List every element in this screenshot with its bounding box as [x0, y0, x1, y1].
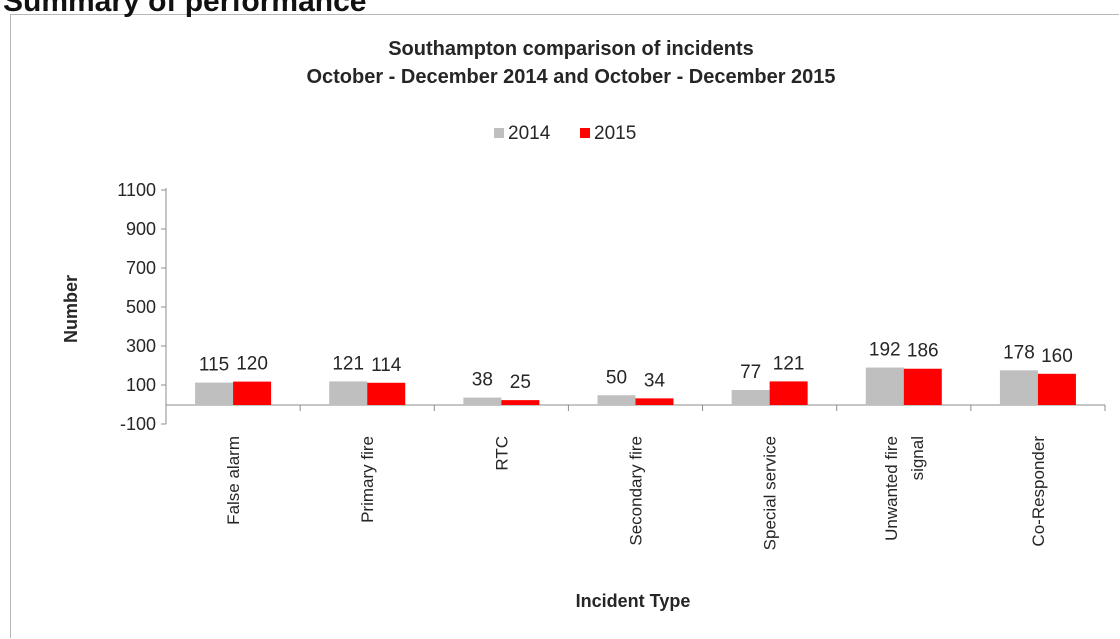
- data-label-2014-6: 178: [1003, 342, 1035, 363]
- data-label-2014-1: 121: [332, 353, 364, 374]
- data-label-2015-0: 120: [236, 354, 268, 375]
- category-label-6: Co-Responder: [1029, 436, 1048, 547]
- bar-2015-1: [367, 382, 406, 405]
- y-tick-label: 700: [126, 258, 156, 278]
- y-tick-label: 1100: [117, 180, 156, 200]
- x-axis-title: Incident Type: [576, 591, 691, 611]
- data-label-2015-4: 121: [773, 353, 805, 374]
- data-label-2014-2: 38: [472, 370, 493, 391]
- y-tick-label: 500: [126, 297, 156, 317]
- data-label-2015-1: 114: [371, 355, 402, 376]
- category-label-5: Unwanted fire: [882, 436, 901, 541]
- data-label-2015-2: 25: [510, 372, 531, 393]
- chart-title-line: Southampton comparison of incidents: [388, 38, 754, 60]
- y-tick-label: 100: [126, 375, 156, 395]
- data-label-2014-4: 77: [740, 362, 761, 383]
- bar-2014-5: [865, 367, 904, 405]
- data-label-2014-0: 115: [199, 355, 229, 376]
- category-label-0: False alarm: [224, 436, 243, 525]
- chart-bars: [195, 367, 1076, 405]
- bar-2015-4: [769, 381, 808, 405]
- legend-label-2014: 2014: [508, 123, 551, 144]
- category-label-4: Special service: [761, 436, 780, 550]
- bar-2014-1: [329, 381, 368, 405]
- data-label-2015-6: 160: [1041, 346, 1073, 367]
- bar-2014-2: [463, 397, 502, 405]
- category-label-1: Primary fire: [358, 436, 377, 523]
- bar-2014-3: [597, 395, 636, 405]
- bar-2015-3: [635, 398, 674, 405]
- data-label-2015-3: 34: [644, 370, 666, 391]
- chart-title: Southampton comparison of incidents Octob…: [306, 38, 835, 88]
- legend-swatch-2015: [580, 128, 590, 138]
- category-label-3: Secondary fire: [627, 436, 646, 546]
- y-tick-label: 900: [126, 219, 156, 239]
- bar-2014-6: [999, 370, 1038, 405]
- legend-label-2015: 2015: [594, 123, 636, 144]
- chart-category-labels: False alarm Primary fire RTC Secondary fire…: [224, 436, 1048, 551]
- category-label-5: signal: [908, 436, 927, 480]
- chart-frame: Summary of performance Southampton compa…: [3, 0, 1119, 638]
- bar-2015-5: [903, 368, 942, 405]
- chart-legend: 2014 2015: [494, 123, 636, 144]
- bar-2014-4: [731, 389, 770, 405]
- y-tick-label: -100: [120, 414, 156, 434]
- legend-swatch-2014: [494, 128, 504, 138]
- data-label-2014-5: 192: [869, 340, 901, 361]
- bar-2014-0: [195, 382, 234, 405]
- data-label-2015-5: 186: [907, 341, 939, 362]
- bar-2015-2: [501, 400, 540, 405]
- category-label-2: RTC: [492, 436, 511, 471]
- data-label-2014-3: 50: [606, 367, 627, 388]
- incident-comparison-chart: Southampton comparison of incidents Octob…: [61, 38, 1106, 611]
- page-heading: Summary of performance: [3, 0, 367, 18]
- bar-2015-0: [233, 381, 272, 405]
- bar-2015-6: [1037, 373, 1076, 405]
- chart-axes: 1100 900 700 500 300 100 -100 Number Incident Ty…: [61, 180, 1106, 611]
- chart-title-line: October - December 2014 and October - De…: [306, 66, 835, 88]
- chart-data-labels: 115 120 121 114 38 25 50 34 77 121 192 186 178 160: [199, 340, 1073, 394]
- y-axis-title: Number: [61, 275, 81, 343]
- y-tick-label: 300: [126, 336, 156, 356]
